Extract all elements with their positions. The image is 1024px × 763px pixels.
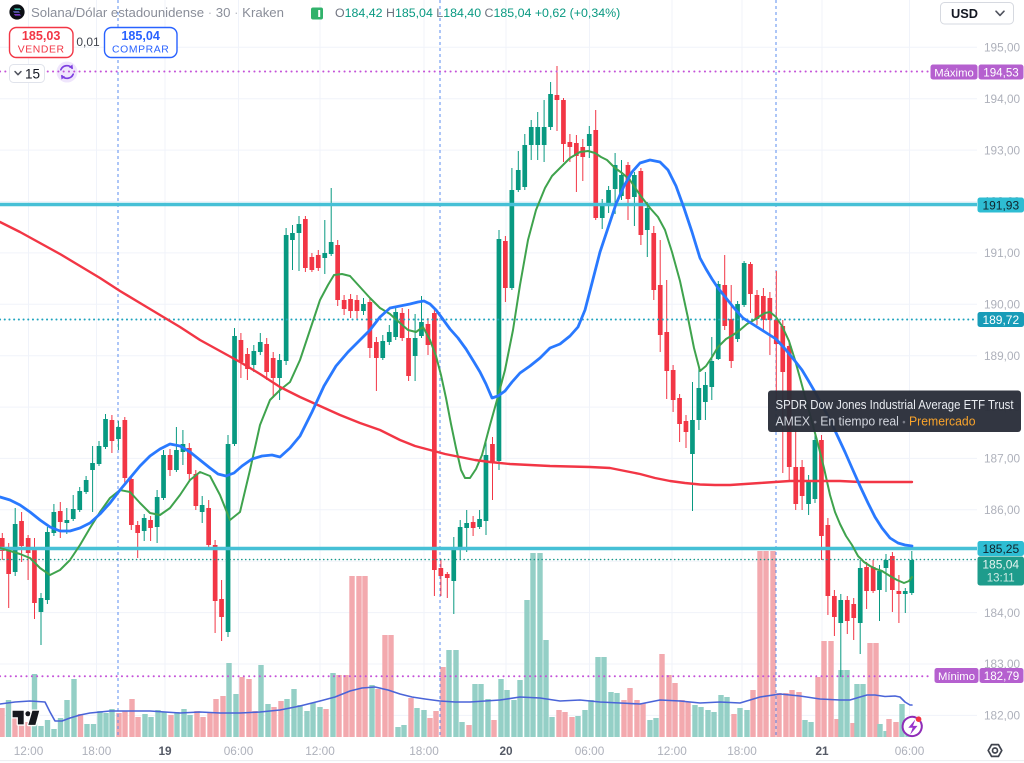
svg-text:12:00: 12:00 bbox=[14, 744, 44, 758]
svg-text:185,04: 185,04 bbox=[982, 558, 1019, 572]
svg-text:12:00: 12:00 bbox=[657, 744, 687, 758]
svg-text:185,03: 185,03 bbox=[22, 29, 61, 43]
svg-text:20: 20 bbox=[499, 744, 513, 758]
svg-text:18:00: 18:00 bbox=[409, 744, 439, 758]
svg-text:195,00: 195,00 bbox=[984, 41, 1021, 55]
svg-text:O184,42 H185,04 L184,40 C185,0: O184,42 H185,04 L184,40 C185,04 +0,62 (+… bbox=[335, 6, 620, 20]
svg-text:Mínimo: Mínimo bbox=[938, 671, 975, 683]
svg-text:Máximo: Máximo bbox=[934, 67, 974, 79]
svg-text:191,00: 191,00 bbox=[984, 246, 1021, 260]
svg-text:187,00: 187,00 bbox=[984, 452, 1021, 466]
svg-text:185,04: 185,04 bbox=[121, 29, 160, 43]
svg-text:191,93: 191,93 bbox=[982, 198, 1019, 212]
svg-text:189,00: 189,00 bbox=[984, 349, 1021, 363]
svg-text:13:11: 13:11 bbox=[987, 572, 1015, 584]
svg-text:193,00: 193,00 bbox=[984, 143, 1021, 157]
svg-text:15: 15 bbox=[25, 66, 40, 81]
svg-text:06:00: 06:00 bbox=[575, 744, 605, 758]
svg-text:AMEX • En tiempo real • Premer: AMEX • En tiempo real • Premercado bbox=[776, 415, 976, 429]
svg-text:182,79: 182,79 bbox=[984, 670, 1019, 683]
svg-text:19: 19 bbox=[158, 744, 172, 758]
svg-text:18:00: 18:00 bbox=[727, 744, 757, 758]
svg-text:SPDR Dow Jones Industrial Aver: SPDR Dow Jones Industrial Average ETF Tr… bbox=[776, 398, 1014, 412]
svg-text:183,00: 183,00 bbox=[984, 657, 1021, 671]
svg-text:184,00: 184,00 bbox=[984, 606, 1021, 620]
svg-text:18:00: 18:00 bbox=[82, 744, 112, 758]
svg-text:06:00: 06:00 bbox=[224, 744, 254, 758]
svg-text:189,72: 189,72 bbox=[982, 313, 1019, 327]
svg-text:194,53: 194,53 bbox=[983, 66, 1018, 79]
svg-text:VENDER: VENDER bbox=[18, 45, 65, 56]
svg-text:190,00: 190,00 bbox=[984, 298, 1021, 312]
svg-text:21: 21 bbox=[815, 744, 829, 758]
svg-text:06:00: 06:00 bbox=[895, 744, 925, 758]
svg-text:186,00: 186,00 bbox=[984, 503, 1021, 517]
svg-text:185,25: 185,25 bbox=[982, 542, 1019, 556]
svg-text:182,00: 182,00 bbox=[984, 709, 1021, 723]
svg-text:Solana/Dólar estadounidense ·: Solana/Dólar estadounidense · 30 · Krake… bbox=[31, 5, 284, 20]
svg-text:12:00: 12:00 bbox=[305, 744, 335, 758]
svg-text:0,01: 0,01 bbox=[76, 35, 100, 49]
svg-text:USD: USD bbox=[951, 6, 978, 21]
svg-text:194,00: 194,00 bbox=[984, 92, 1021, 106]
svg-text:COMPRAR: COMPRAR bbox=[112, 45, 169, 56]
